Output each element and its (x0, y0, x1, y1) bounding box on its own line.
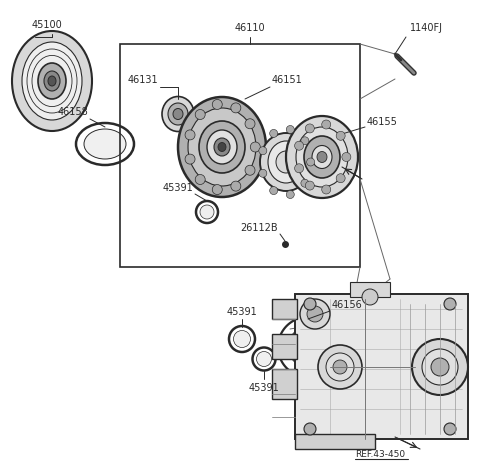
Ellipse shape (276, 152, 296, 174)
Circle shape (295, 142, 304, 151)
Text: 46131: 46131 (127, 75, 158, 85)
Circle shape (245, 166, 255, 176)
Bar (272, 369, 297, 399)
Circle shape (362, 289, 378, 305)
Ellipse shape (218, 143, 226, 152)
Bar (120, 45, 360, 268)
Circle shape (195, 175, 205, 185)
Circle shape (286, 191, 294, 199)
Circle shape (444, 423, 456, 435)
Circle shape (412, 339, 468, 395)
Circle shape (305, 125, 314, 134)
Circle shape (300, 300, 330, 329)
Text: 26112B: 26112B (240, 223, 278, 232)
Ellipse shape (48, 77, 56, 87)
Circle shape (270, 130, 277, 138)
Circle shape (231, 181, 241, 192)
Ellipse shape (168, 104, 188, 126)
Circle shape (250, 143, 260, 153)
Ellipse shape (44, 72, 60, 92)
Circle shape (301, 180, 309, 188)
Circle shape (307, 307, 323, 322)
Circle shape (444, 298, 456, 310)
Text: 46110: 46110 (235, 23, 265, 33)
Text: 1140FJ: 1140FJ (410, 23, 443, 33)
Ellipse shape (38, 64, 66, 100)
Bar (272, 334, 297, 359)
Circle shape (259, 170, 267, 178)
Circle shape (422, 349, 458, 385)
Ellipse shape (178, 98, 266, 198)
Circle shape (304, 298, 316, 310)
Circle shape (326, 353, 354, 381)
Bar (350, 282, 390, 297)
Circle shape (270, 187, 277, 195)
Ellipse shape (268, 142, 304, 184)
Circle shape (212, 100, 222, 110)
Circle shape (195, 110, 205, 120)
Ellipse shape (317, 152, 327, 163)
Ellipse shape (84, 130, 126, 160)
Ellipse shape (286, 117, 358, 199)
Ellipse shape (214, 139, 230, 156)
Circle shape (295, 164, 304, 174)
Circle shape (431, 358, 449, 376)
Circle shape (342, 153, 351, 162)
Ellipse shape (199, 122, 245, 174)
Circle shape (322, 121, 331, 130)
Circle shape (286, 126, 294, 134)
Text: 45391: 45391 (162, 182, 193, 193)
Ellipse shape (162, 97, 194, 132)
Ellipse shape (296, 128, 348, 188)
Text: 45391: 45391 (249, 382, 279, 392)
Text: 46155: 46155 (367, 117, 398, 127)
Circle shape (307, 159, 315, 167)
Circle shape (185, 155, 195, 165)
Ellipse shape (207, 131, 237, 165)
Ellipse shape (173, 109, 183, 120)
Text: 46158: 46158 (57, 107, 88, 117)
Ellipse shape (256, 352, 272, 367)
Text: 45391: 45391 (227, 307, 257, 316)
Circle shape (231, 104, 241, 113)
Text: 45100: 45100 (32, 20, 63, 30)
Circle shape (305, 181, 314, 191)
Ellipse shape (260, 134, 312, 192)
Circle shape (322, 186, 331, 194)
Text: 46156: 46156 (332, 300, 363, 309)
Circle shape (336, 175, 345, 183)
Circle shape (333, 360, 347, 374)
Ellipse shape (188, 109, 256, 187)
Circle shape (301, 138, 309, 145)
Circle shape (318, 345, 362, 389)
Circle shape (245, 119, 255, 130)
Circle shape (336, 132, 345, 141)
Ellipse shape (312, 146, 332, 169)
Bar (295, 294, 468, 439)
Text: REF.43-450: REF.43-450 (355, 450, 405, 458)
Ellipse shape (22, 43, 82, 121)
Circle shape (185, 131, 195, 141)
Ellipse shape (200, 206, 214, 219)
Circle shape (304, 423, 316, 435)
Ellipse shape (233, 331, 251, 348)
Ellipse shape (12, 32, 92, 131)
Bar (272, 300, 297, 319)
Bar (295, 434, 375, 449)
Ellipse shape (304, 137, 340, 179)
Circle shape (212, 185, 222, 195)
Text: 46151: 46151 (272, 75, 303, 85)
Circle shape (259, 147, 267, 156)
